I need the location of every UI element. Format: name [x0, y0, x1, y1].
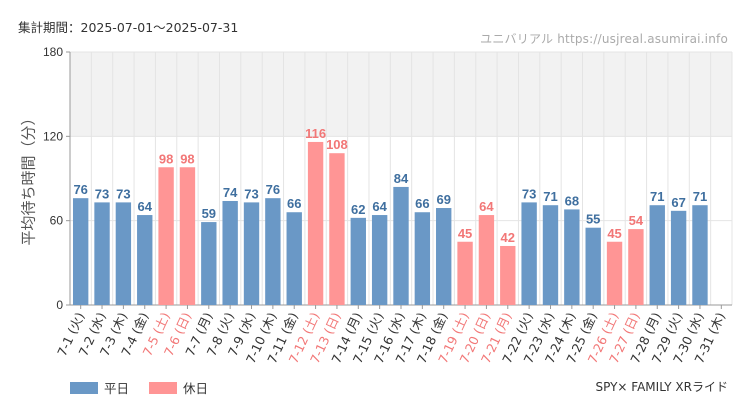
y-tick-label: 180: [43, 45, 63, 59]
bar: [350, 217, 366, 305]
bar-value-label: 76: [266, 182, 280, 197]
bar-value-label: 84: [394, 171, 409, 186]
bar: [585, 227, 601, 305]
bar: [158, 167, 174, 305]
bar-value-label: 69: [436, 192, 450, 207]
bar-value-label: 66: [287, 196, 301, 211]
bar: [371, 215, 388, 305]
bar: [606, 241, 623, 305]
bar-value-label: 66: [415, 196, 429, 211]
bar: [329, 153, 345, 305]
bar: [137, 215, 153, 305]
bar-value-label: 71: [543, 189, 557, 204]
bar: [243, 202, 260, 305]
bar: [436, 208, 452, 305]
bar: [307, 141, 324, 305]
legend-label-weekday: 平日: [104, 381, 130, 396]
site-watermark: ユニバリアル https://usjreal.asumirai.info: [480, 32, 728, 46]
legend-label-holiday: 休日: [183, 381, 209, 396]
bar-value-label: 116: [305, 126, 326, 141]
bar: [692, 205, 708, 305]
bar: [649, 205, 665, 305]
bar: [670, 210, 687, 305]
bar-value-label: 73: [116, 186, 130, 201]
bar-value-label: 73: [95, 186, 109, 201]
bar: [564, 209, 580, 305]
bar: [265, 198, 281, 305]
bar: [521, 202, 537, 305]
legend-swatch-holiday: [149, 381, 178, 394]
bar-value-label: 54: [629, 213, 644, 228]
bar-value-label: 73: [522, 186, 536, 201]
bar-value-label: 98: [180, 151, 194, 166]
bar: [201, 222, 217, 305]
bar-value-label: 62: [351, 202, 365, 217]
bar: [393, 186, 409, 305]
legend-swatch-weekday: [70, 381, 98, 394]
bar: [222, 200, 238, 305]
bar: [414, 212, 431, 305]
legend-item-weekday[interactable]: 平日: [70, 378, 129, 397]
bar-value-label: 64: [372, 199, 387, 214]
bar-value-label: 71: [693, 189, 707, 204]
bar-value-label: 108: [326, 137, 348, 152]
bar: [457, 241, 473, 305]
y-tick-label: 120: [43, 129, 63, 143]
bar: [286, 212, 302, 305]
bar: [72, 198, 89, 305]
bar: [179, 167, 196, 305]
bar: [628, 229, 644, 305]
legend: 平日 休日: [70, 378, 228, 397]
y-tick-label: 60: [50, 214, 64, 228]
bar-value-label: 74: [223, 185, 238, 200]
bar-value-label: 64: [479, 199, 494, 214]
bar: [115, 202, 132, 305]
bar: [500, 245, 516, 305]
bar-value-label: 59: [202, 206, 216, 221]
bar-value-label: 67: [671, 195, 685, 210]
bar-value-label: 98: [159, 151, 173, 166]
attraction-name: SPY× FAMILY XRライド: [595, 380, 729, 394]
bar: [542, 205, 559, 305]
legend-item-holiday[interactable]: 休日: [149, 378, 208, 397]
bar-value-label: 55: [586, 212, 600, 227]
bar-value-label: 45: [607, 226, 621, 241]
shaded-band: [70, 52, 732, 137]
bar-value-label: 76: [73, 182, 87, 197]
bar-value-label: 68: [565, 193, 579, 208]
bar-value-label: 73: [244, 186, 258, 201]
bar-value-label: 71: [650, 189, 664, 204]
bar: [478, 215, 495, 305]
bar-value-label: 64: [138, 199, 153, 214]
bar-value-label: 42: [501, 230, 515, 245]
period-label: 集計期間：2025-07-01～2025-07-31: [18, 20, 239, 35]
bar: [94, 202, 110, 305]
y-tick-label: 0: [56, 298, 63, 312]
bar-value-label: 45: [458, 226, 472, 241]
